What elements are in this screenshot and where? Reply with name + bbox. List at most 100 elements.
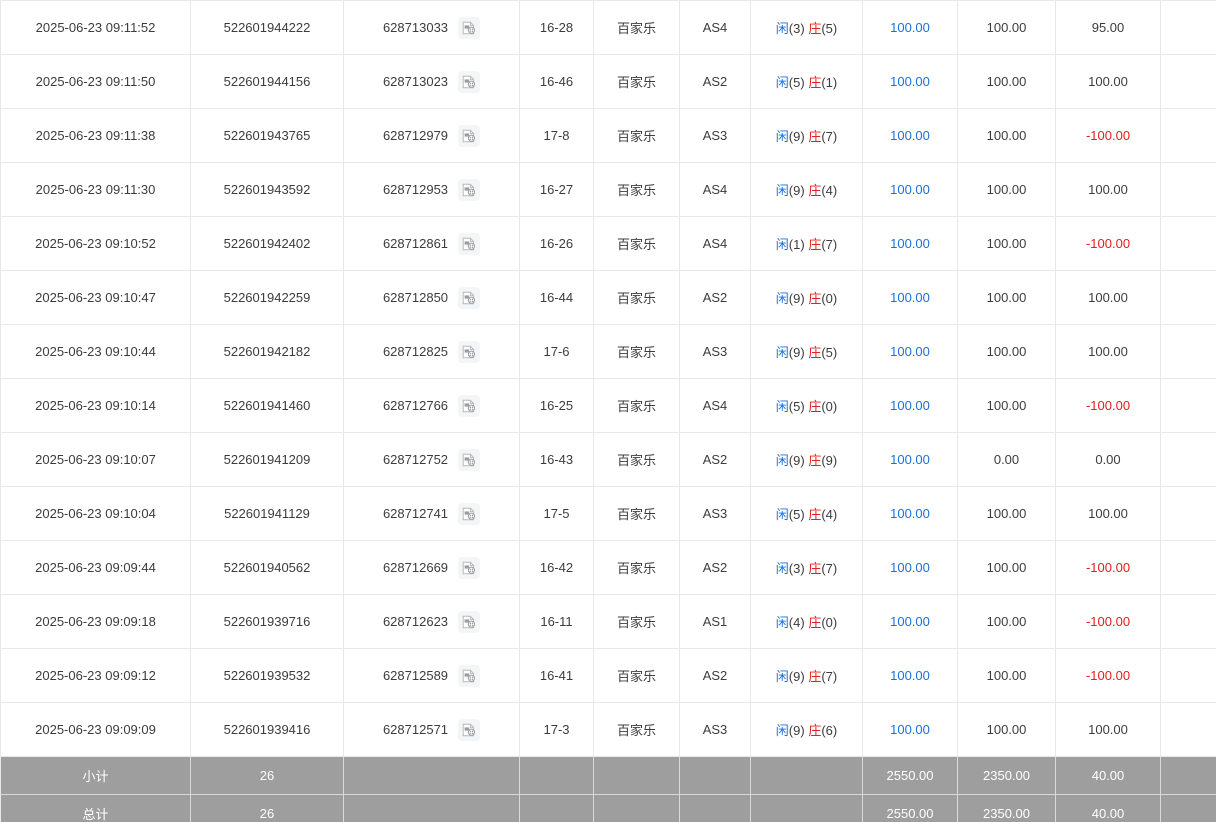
- cell-valid-amount: 100.00: [957, 54, 1056, 109]
- result-player-label: 闲: [775, 723, 789, 738]
- document-card-icon[interactable]: [458, 718, 481, 741]
- cell-bet-time: 2025-06-23 09:11:30: [0, 162, 191, 217]
- cell-payout-amount: 100.00: [1055, 54, 1161, 109]
- result-banker-value: (7): [821, 561, 838, 576]
- cell-result: 闲(4) 庄(0): [750, 594, 863, 649]
- cell-bet-amount: 100.00: [862, 324, 958, 379]
- cell-bet-amount: 100.00: [862, 432, 958, 487]
- cell-table-shoe: 16-26: [519, 216, 594, 271]
- cell-bet-time: 2025-06-23 09:11:52: [0, 0, 191, 55]
- round-number-text: 628712979: [382, 128, 449, 143]
- cell-bet-amount: 100.00: [862, 216, 958, 271]
- cell-table-shoe: 16-28: [519, 0, 594, 55]
- document-card-icon[interactable]: [458, 448, 481, 471]
- document-card-icon[interactable]: [458, 340, 481, 363]
- summary-table-shoe: [519, 756, 594, 795]
- cell-payout-amount: 100.00: [1055, 270, 1161, 325]
- result-banker-label: 庄: [808, 237, 822, 252]
- document-card-icon[interactable]: [458, 178, 481, 201]
- document-card-icon[interactable]: [458, 610, 481, 633]
- cell-order-number: 522601941209: [190, 432, 344, 487]
- cell-order-number: 522601940562: [190, 540, 344, 595]
- document-card-icon[interactable]: [458, 556, 481, 579]
- result-player-label: 闲: [775, 453, 789, 468]
- document-card-icon[interactable]: [458, 286, 481, 309]
- result-banker-label: 庄: [808, 723, 822, 738]
- summary-extra: [1160, 756, 1216, 795]
- cell-order-number: 522601941460: [190, 378, 344, 433]
- cell-table-shoe: 17-5: [519, 486, 594, 541]
- round-number-text: 628712623: [382, 614, 449, 629]
- table-row: 2025-06-23 09:09:18 522601939716 628712623…: [0, 594, 1216, 649]
- cell-venue-code: AS1: [679, 594, 751, 649]
- result-player-value: (9): [788, 723, 805, 738]
- cell-valid-amount: 100.00: [957, 594, 1056, 649]
- summary-valid-amount: 2350.00: [957, 756, 1056, 795]
- cell-valid-amount: 100.00: [957, 324, 1056, 379]
- cell-table-shoe: 17-8: [519, 108, 594, 163]
- cell-game-name: 百家乐: [593, 108, 680, 163]
- cell-bet-time: 2025-06-23 09:09:18: [0, 594, 191, 649]
- cell-valid-amount: 0.00: [957, 432, 1056, 487]
- cell-round-number: 628712589: [343, 648, 520, 703]
- cell-table-shoe: 16-46: [519, 54, 594, 109]
- cell-game-name: 百家乐: [593, 270, 680, 325]
- cell-round-number: 628712850: [343, 270, 520, 325]
- cell-payout-amount: 100.00: [1055, 162, 1161, 217]
- cell-extra: [1160, 540, 1216, 595]
- summary-label: 总计: [0, 794, 191, 822]
- result-banker-label: 庄: [808, 615, 822, 630]
- cell-order-number: 522601944156: [190, 54, 344, 109]
- cell-venue-code: AS2: [679, 648, 751, 703]
- result-banker-label: 庄: [808, 21, 822, 36]
- result-player-value: (4): [788, 615, 805, 630]
- cell-order-number: 522601943592: [190, 162, 344, 217]
- cell-bet-time: 2025-06-23 09:09:09: [0, 702, 191, 757]
- cell-extra: [1160, 54, 1216, 109]
- document-card-icon[interactable]: [458, 664, 481, 687]
- result-player-value: (9): [788, 291, 805, 306]
- result-banker-value: (9): [821, 453, 838, 468]
- cell-round-number: 628712752: [343, 432, 520, 487]
- cell-table-shoe: 16-27: [519, 162, 594, 217]
- result-banker-label: 庄: [808, 561, 822, 576]
- result-player-value: (1): [788, 237, 805, 252]
- document-card-icon[interactable]: [458, 394, 481, 417]
- summary-count: 26: [190, 756, 344, 795]
- result-player-value: (5): [788, 507, 805, 522]
- cell-order-number: 522601939532: [190, 648, 344, 703]
- cell-venue-code: AS3: [679, 324, 751, 379]
- result-player-value: (3): [788, 21, 805, 36]
- cell-result: 闲(9) 庄(0): [750, 270, 863, 325]
- table-row: 2025-06-23 09:10:52 522601942402 628712861…: [0, 216, 1216, 271]
- document-card-icon[interactable]: [458, 124, 481, 147]
- round-number-text: 628712741: [382, 506, 449, 521]
- document-card-icon[interactable]: [458, 16, 481, 39]
- result-banker-value: (4): [821, 507, 838, 522]
- cell-bet-amount: 100.00: [862, 162, 958, 217]
- cell-valid-amount: 100.00: [957, 648, 1056, 703]
- cell-payout-amount: -100.00: [1055, 378, 1161, 433]
- cell-payout-amount: 100.00: [1055, 486, 1161, 541]
- result-banker-value: (5): [821, 345, 838, 360]
- table-row: 2025-06-23 09:10:04 522601941129 628712741…: [0, 486, 1216, 541]
- round-number-text: 628712669: [382, 560, 449, 575]
- cell-result: 闲(9) 庄(7): [750, 648, 863, 703]
- summary-venue: [679, 756, 751, 795]
- cell-venue-code: AS3: [679, 486, 751, 541]
- cell-payout-amount: -100.00: [1055, 540, 1161, 595]
- cell-valid-amount: 100.00: [957, 162, 1056, 217]
- cell-bet-amount: 100.00: [862, 486, 958, 541]
- cell-bet-amount: 100.00: [862, 0, 958, 55]
- result-banker-value: (5): [821, 21, 838, 36]
- cell-bet-time: 2025-06-23 09:09:44: [0, 540, 191, 595]
- cell-bet-amount: 100.00: [862, 594, 958, 649]
- summary-result: [750, 756, 863, 795]
- document-card-icon[interactable]: [458, 232, 481, 255]
- cell-game-name: 百家乐: [593, 540, 680, 595]
- document-card-icon[interactable]: [458, 502, 481, 525]
- cell-round-number: 628712741: [343, 486, 520, 541]
- document-card-icon[interactable]: [458, 70, 481, 93]
- cell-round-number: 628712953: [343, 162, 520, 217]
- result-banker-label: 庄: [808, 183, 822, 198]
